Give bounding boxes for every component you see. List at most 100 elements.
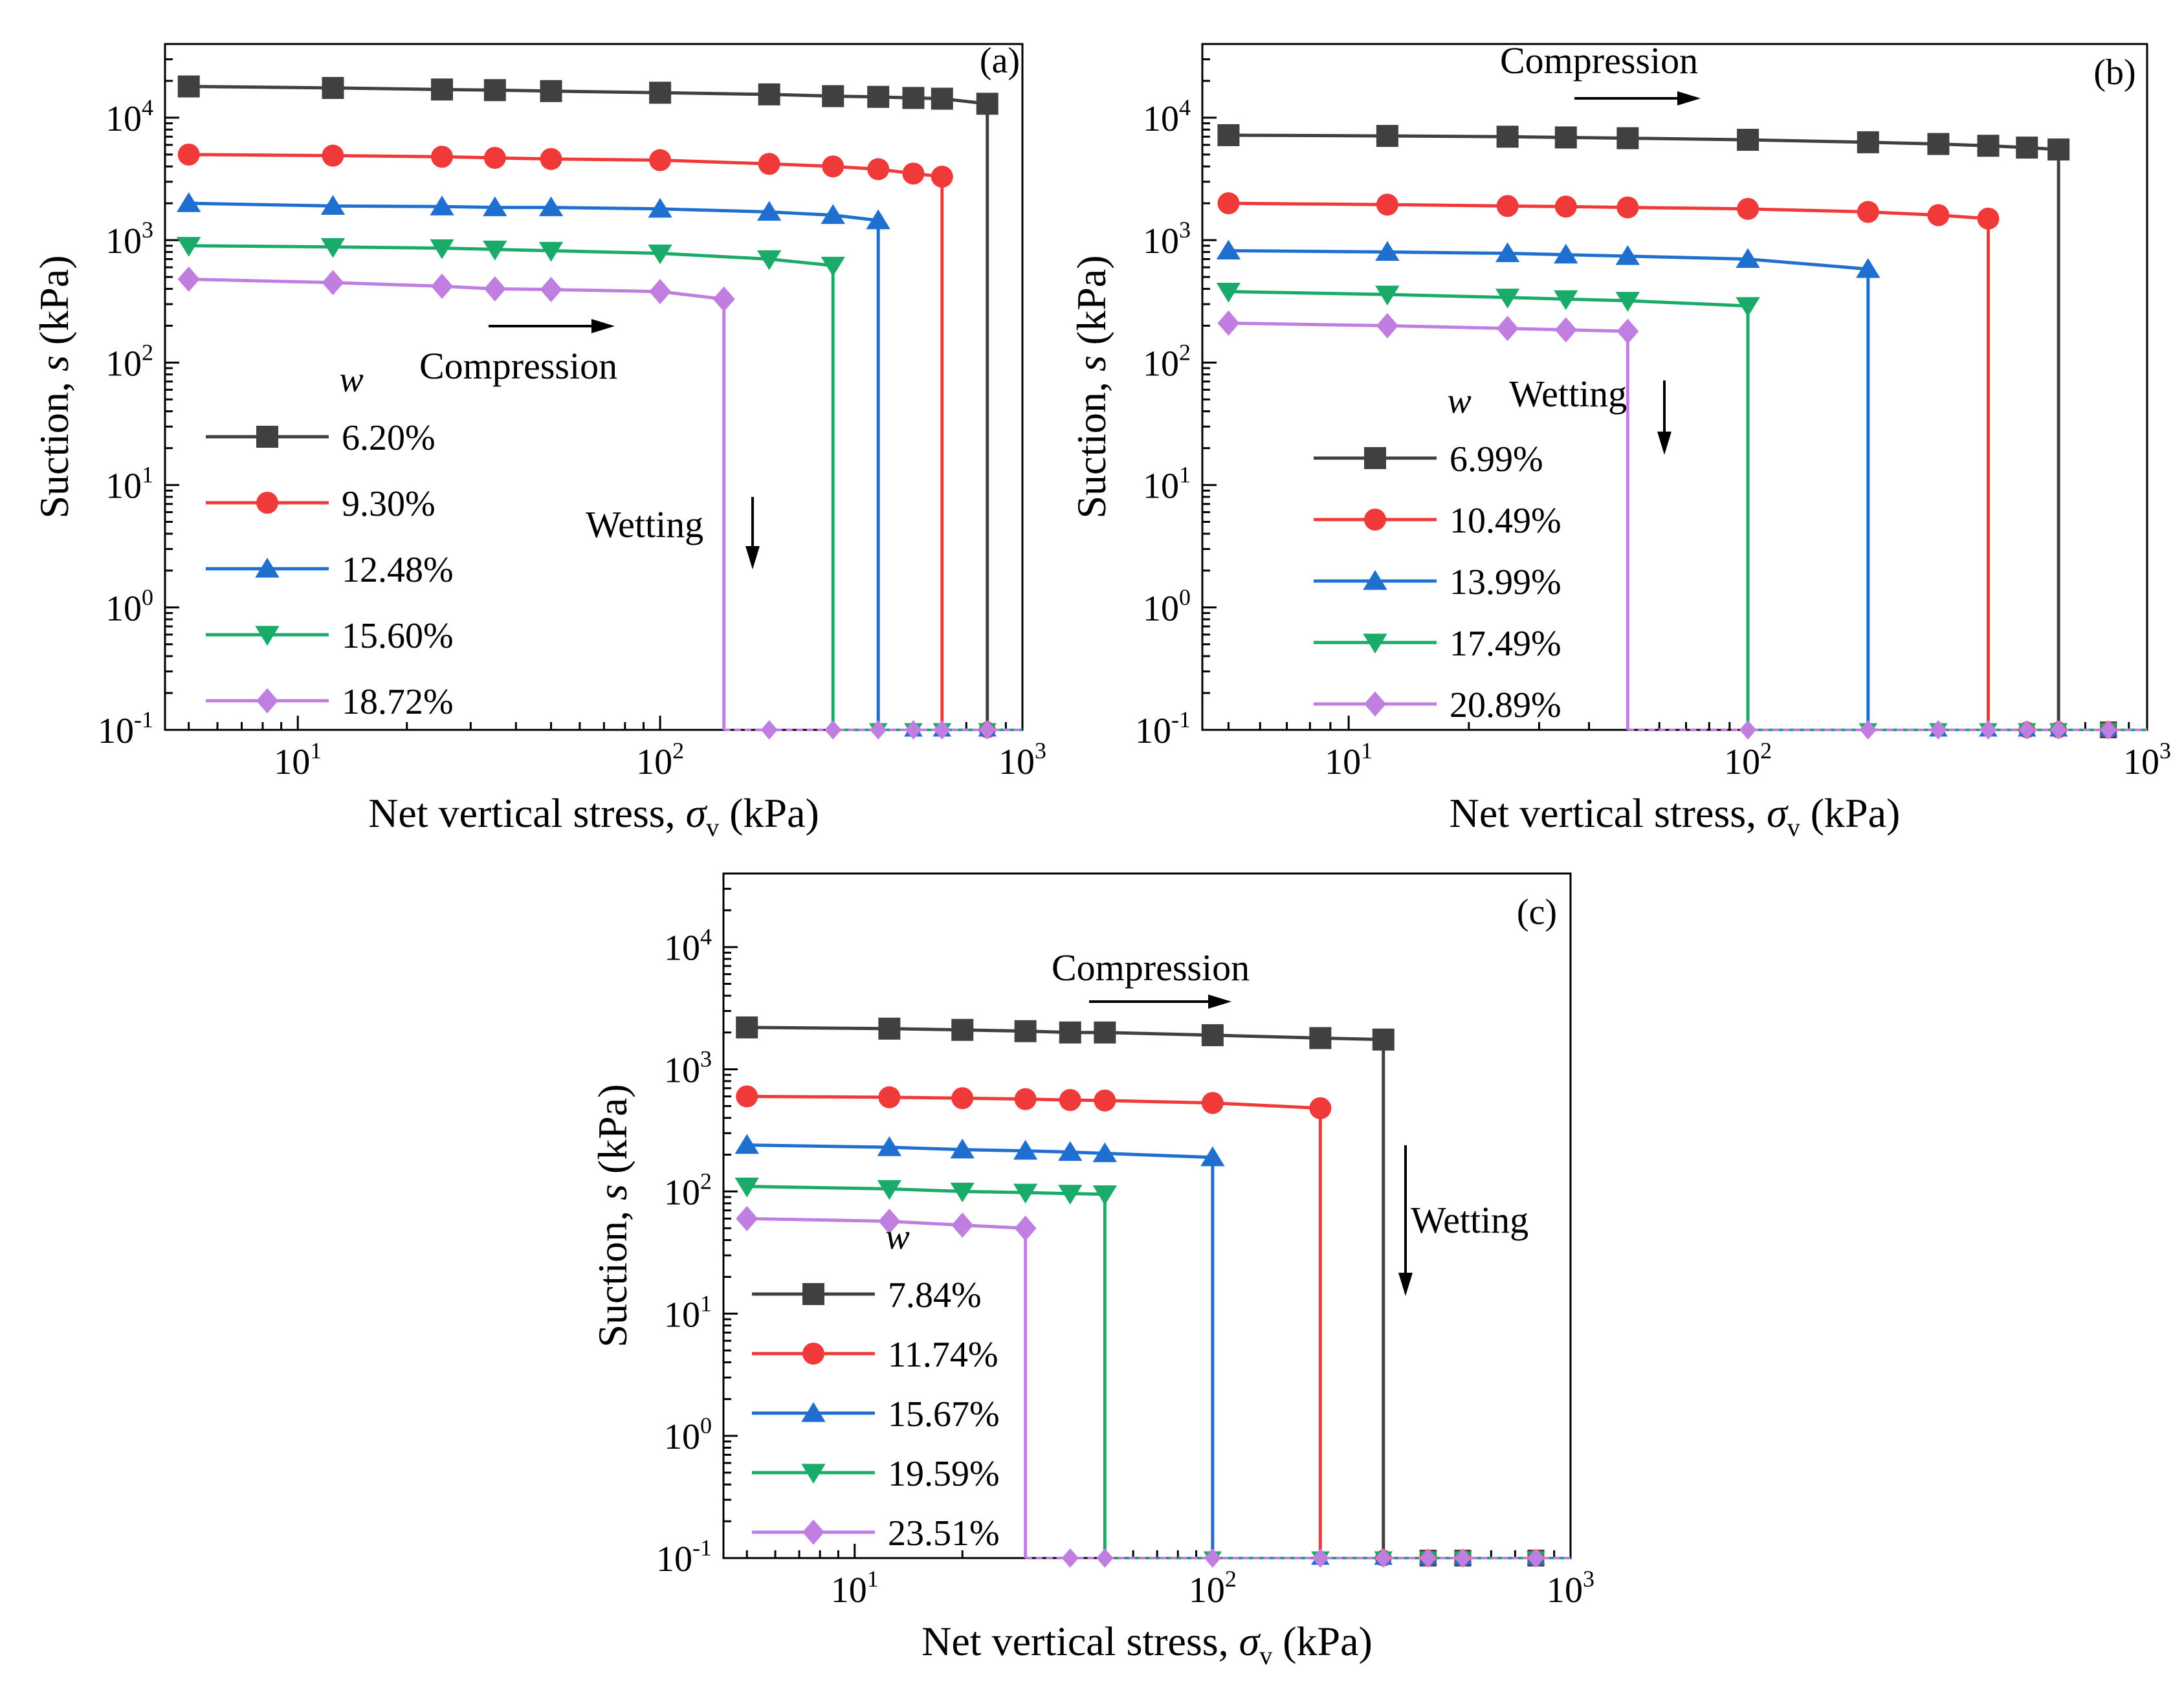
x-axis-label: Net vertical stress, σv (kPa) — [921, 1618, 1373, 1670]
data-point — [1554, 243, 1578, 264]
data-point — [1737, 129, 1759, 151]
chart-panel-a: 101 102 103 10-1 100 101 102 103 104 Net vertical… — [31, 41, 1046, 842]
data-point — [540, 148, 562, 170]
data-point — [821, 256, 845, 277]
data-point — [1615, 245, 1640, 265]
data-point — [1372, 1028, 1395, 1051]
legend-marker — [256, 426, 278, 448]
data-point — [1094, 1089, 1116, 1112]
legend-label: 11.74% — [888, 1335, 998, 1375]
data-point — [1200, 1146, 1225, 1167]
data-point — [483, 146, 506, 169]
wetting-annotation: Wetting — [1509, 373, 1671, 455]
data-point — [1554, 290, 1578, 311]
legend-label: 18.72% — [342, 682, 454, 722]
data-point — [877, 1180, 902, 1200]
data-point — [877, 1136, 902, 1156]
data-point-wetted — [2050, 720, 2068, 740]
data-point — [1615, 292, 1640, 312]
series-line — [747, 1094, 1321, 1110]
data-point — [1058, 1141, 1083, 1161]
legend-label: 6.20% — [342, 418, 436, 458]
x-tick-label: 101 — [274, 738, 322, 782]
data-point-wetted — [905, 720, 922, 740]
data-point — [1376, 193, 1398, 216]
data-point — [736, 1016, 758, 1038]
data-point — [1927, 204, 1950, 226]
legend-marker — [255, 558, 280, 578]
data-point — [649, 149, 672, 171]
y-tick-label: 101 — [664, 1290, 712, 1335]
panel-tag: (a) — [980, 41, 1020, 81]
x-axis-label: Net vertical stress, σv (kPa) — [368, 790, 819, 842]
series-2 — [736, 1085, 1571, 1566]
data-point — [540, 80, 562, 102]
legend-marker — [1364, 509, 1386, 531]
series-4 — [1216, 283, 2147, 738]
x-tick-label: 103 — [998, 738, 1046, 782]
series-line — [1228, 248, 1868, 271]
legend-marker — [802, 1519, 824, 1545]
y-tick-label: 100 — [105, 584, 153, 629]
data-point — [430, 195, 454, 215]
data-point — [1496, 126, 1519, 148]
legend-title: w — [885, 1217, 909, 1257]
data-point — [1496, 316, 1519, 342]
legend-label: 17.49% — [1450, 624, 1561, 664]
data-point — [950, 1182, 975, 1203]
data-point — [1013, 1183, 1038, 1204]
y-tick-label: 102 — [664, 1168, 712, 1213]
panel-tag: (b) — [2093, 52, 2135, 93]
data-point — [1927, 133, 1950, 155]
legend-title: w — [1447, 381, 1471, 421]
data-point — [931, 166, 953, 188]
data-point — [177, 143, 200, 166]
data-point — [1014, 1088, 1037, 1110]
data-point — [1058, 1185, 1083, 1205]
legend-label: 15.67% — [888, 1394, 1000, 1434]
data-point — [867, 158, 890, 181]
data-point — [867, 85, 890, 108]
data-point — [483, 240, 507, 261]
data-point-wetted — [2100, 720, 2117, 740]
data-point-wetted — [1312, 1548, 1329, 1568]
data-point — [950, 1138, 975, 1159]
legend-title: w — [339, 360, 363, 400]
data-point — [322, 270, 344, 296]
legend-marker — [1364, 447, 1386, 469]
y-tick-label: 103 — [1143, 217, 1191, 261]
data-point — [430, 239, 454, 259]
data-point — [758, 153, 780, 175]
data-point — [1554, 195, 1577, 218]
y-tick-label: 10-1 — [656, 1535, 712, 1579]
compression-annotation: Compression — [1500, 39, 1701, 105]
series-5 — [177, 266, 1022, 740]
data-point-wetted — [933, 720, 951, 740]
data-point — [758, 83, 780, 105]
legend-marker — [256, 492, 278, 514]
chart-panel-b: 101 102 103 10-1 100 101 102 103 104 Net vertical… — [1068, 39, 2171, 842]
series-2 — [177, 143, 1022, 738]
legend-marker — [1363, 633, 1387, 654]
data-point — [712, 286, 735, 312]
data-point-wetted — [1859, 720, 1877, 740]
legend-marker — [802, 1343, 824, 1365]
data-point — [902, 87, 925, 109]
y-tick-label: 10-1 — [98, 707, 153, 751]
data-point — [756, 201, 782, 221]
y-axis-label: Suction, s (kPa) — [590, 1084, 635, 1347]
data-point — [756, 250, 782, 270]
data-point — [1375, 241, 1400, 261]
data-point — [878, 1208, 901, 1235]
data-point — [1201, 1092, 1224, 1114]
data-point — [878, 1017, 901, 1040]
legend-marker — [1364, 691, 1386, 717]
data-point — [177, 75, 200, 98]
y-tick-label: 100 — [1143, 584, 1191, 629]
data-point — [951, 1212, 974, 1238]
data-point-wetted — [1061, 1548, 1079, 1568]
data-point — [2016, 137, 2038, 159]
series-line — [188, 244, 833, 267]
x-tick-label: 103 — [1547, 1566, 1594, 1610]
data-point-wetted — [1419, 1548, 1437, 1568]
